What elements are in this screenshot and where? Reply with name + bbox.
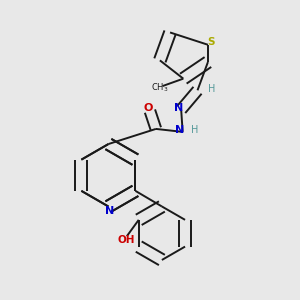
Text: N: N	[175, 125, 184, 135]
Text: N: N	[174, 103, 183, 113]
Text: S: S	[208, 38, 215, 47]
Text: H: H	[208, 84, 215, 94]
Text: H: H	[191, 124, 199, 134]
Text: OH: OH	[118, 235, 135, 245]
Text: CH$_3$: CH$_3$	[151, 81, 169, 94]
Text: O: O	[144, 103, 153, 112]
Text: N: N	[105, 206, 115, 216]
